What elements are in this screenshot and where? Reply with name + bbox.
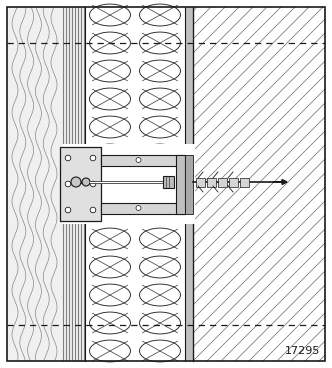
Ellipse shape bbox=[139, 60, 181, 82]
Bar bbox=[101, 155, 185, 166]
Bar bbox=[60, 147, 101, 221]
Bar bbox=[229, 177, 238, 187]
Bar bbox=[185, 7, 193, 361]
Bar bbox=[193, 7, 325, 361]
Ellipse shape bbox=[90, 256, 130, 278]
Bar bbox=[62, 7, 85, 361]
Ellipse shape bbox=[90, 312, 130, 334]
Ellipse shape bbox=[139, 32, 181, 54]
Ellipse shape bbox=[90, 4, 130, 26]
Bar bbox=[218, 177, 227, 187]
Ellipse shape bbox=[90, 200, 130, 222]
Circle shape bbox=[90, 155, 96, 161]
Ellipse shape bbox=[90, 32, 130, 54]
Ellipse shape bbox=[90, 340, 130, 362]
Ellipse shape bbox=[139, 116, 181, 138]
Bar bbox=[240, 177, 249, 187]
Ellipse shape bbox=[90, 60, 130, 82]
FancyArrow shape bbox=[273, 180, 287, 184]
Bar bbox=[85, 7, 185, 361]
Ellipse shape bbox=[139, 144, 181, 166]
Bar bbox=[207, 177, 216, 187]
Circle shape bbox=[71, 177, 81, 187]
Ellipse shape bbox=[139, 312, 181, 334]
Circle shape bbox=[65, 207, 71, 213]
Bar bbox=[101, 166, 176, 203]
Circle shape bbox=[82, 178, 90, 186]
Circle shape bbox=[65, 181, 71, 187]
Ellipse shape bbox=[139, 284, 181, 306]
Ellipse shape bbox=[139, 4, 181, 26]
Ellipse shape bbox=[139, 172, 181, 194]
Circle shape bbox=[65, 155, 71, 161]
Bar bbox=[185, 155, 193, 214]
Bar bbox=[101, 203, 185, 214]
Bar bbox=[163, 176, 174, 188]
Ellipse shape bbox=[90, 284, 130, 306]
Ellipse shape bbox=[90, 144, 130, 166]
Ellipse shape bbox=[90, 116, 130, 138]
Circle shape bbox=[136, 158, 141, 163]
Circle shape bbox=[136, 205, 141, 210]
Ellipse shape bbox=[139, 228, 181, 250]
Ellipse shape bbox=[90, 228, 130, 250]
Bar bbox=[196, 177, 205, 187]
Ellipse shape bbox=[90, 172, 130, 194]
Bar bbox=[62, 144, 195, 224]
Ellipse shape bbox=[139, 340, 181, 362]
Ellipse shape bbox=[139, 88, 181, 110]
Circle shape bbox=[90, 181, 96, 187]
Ellipse shape bbox=[139, 256, 181, 278]
Ellipse shape bbox=[90, 88, 130, 110]
Bar bbox=[7, 7, 62, 361]
Text: 17295: 17295 bbox=[285, 346, 320, 356]
Ellipse shape bbox=[139, 200, 181, 222]
Circle shape bbox=[90, 207, 96, 213]
Bar bbox=[176, 155, 185, 214]
